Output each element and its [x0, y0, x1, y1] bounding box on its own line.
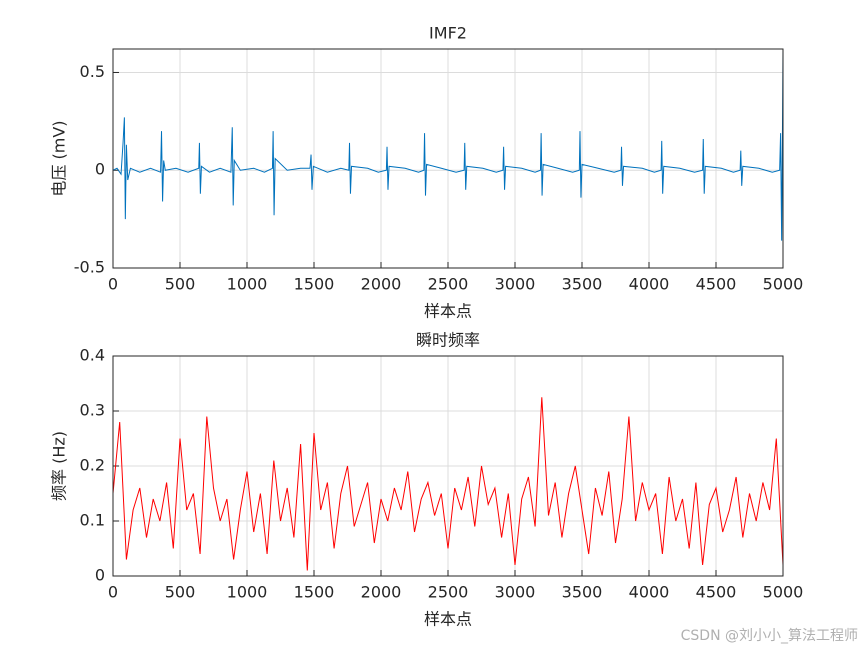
x-tick-label: 0	[108, 275, 118, 294]
x-tick-label: 3000	[495, 275, 536, 294]
x-tick-label: 500	[165, 275, 196, 294]
x-tick-label: 4500	[696, 583, 737, 602]
y-tick-label: 0.3	[80, 401, 105, 420]
x-tick-label: 3500	[562, 583, 603, 602]
data-line	[112, 397, 784, 571]
x-tick-label: 3500	[562, 275, 603, 294]
x-tick-label: 2500	[428, 583, 469, 602]
axes-box	[112, 355, 784, 577]
y-axis-label: 电压 (mV)	[50, 120, 69, 196]
x-tick-label: 2000	[361, 583, 402, 602]
y-tick-label: 0.1	[80, 511, 105, 530]
y-tick-label: 0.5	[80, 62, 105, 81]
chart-title: 瞬时频率	[416, 331, 480, 350]
x-axis-label: 样本点	[424, 302, 472, 321]
x-tick-label: 4000	[629, 275, 670, 294]
axes-box	[112, 48, 784, 269]
y-tick-label: 0.4	[80, 346, 105, 365]
x-tick-label: 1500	[294, 583, 335, 602]
x-tick-label: 1000	[227, 275, 268, 294]
chart-title: IMF2	[429, 24, 467, 43]
x-tick-label: 3000	[495, 583, 536, 602]
x-tick-label: 5000	[763, 583, 804, 602]
y-tick-label: -0.5	[74, 258, 105, 277]
x-tick-label: 2000	[361, 275, 402, 294]
x-axis-label: 样本点	[424, 610, 472, 629]
y-tick-label: 0	[95, 160, 105, 179]
x-tick-label: 5000	[763, 275, 804, 294]
x-tick-label: 2500	[428, 275, 469, 294]
x-tick-label: 500	[165, 583, 196, 602]
x-tick-label: 1000	[227, 583, 268, 602]
y-tick-label: 0.2	[80, 456, 105, 475]
y-axis-label: 频率 (Hz)	[50, 431, 69, 501]
x-tick-label: 4000	[629, 583, 670, 602]
x-tick-label: 0	[108, 583, 118, 602]
watermark: CSDN @刘小小_算法工程师	[681, 628, 858, 644]
data-line	[112, 48, 784, 241]
y-tick-label: 0	[95, 566, 105, 585]
x-tick-label: 4500	[696, 275, 737, 294]
x-tick-label: 1500	[294, 275, 335, 294]
